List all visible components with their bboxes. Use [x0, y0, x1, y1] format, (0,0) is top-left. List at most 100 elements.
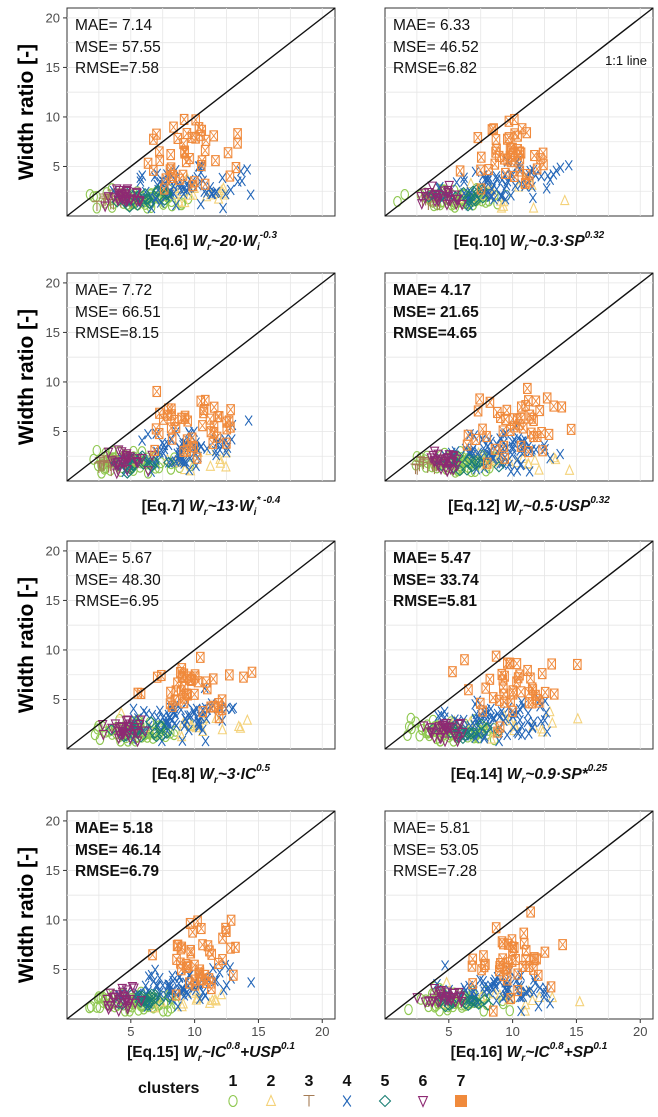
grid	[385, 541, 653, 749]
data-point	[215, 453, 225, 464]
data-point	[500, 452, 509, 464]
data-point	[452, 736, 463, 748]
legend-item-7: 7	[455, 1073, 467, 1107]
data-point	[531, 977, 540, 989]
data-point	[177, 185, 186, 196]
data-point	[476, 164, 485, 176]
x-axis-title: [Eq.14] Wr~0.9·SP*0.25	[451, 763, 608, 786]
data-point	[134, 719, 145, 731]
data-point	[482, 457, 492, 469]
data-point	[236, 165, 245, 177]
data-point	[469, 455, 482, 467]
data-point	[181, 456, 190, 468]
data-point	[93, 462, 104, 473]
data-point	[490, 158, 500, 170]
x-axis-title: [Eq.7] Wr~13·Wi* -0.4	[142, 495, 281, 518]
data-point	[166, 149, 176, 161]
x-tick-label: 10	[187, 1024, 201, 1039]
data-point	[482, 999, 494, 1011]
data-point	[139, 705, 148, 717]
data-point	[457, 186, 470, 199]
x-tick-label: 10	[505, 1024, 519, 1039]
data-point	[559, 194, 570, 206]
data-point	[92, 444, 102, 457]
data-point	[548, 451, 559, 463]
y-tick-label: 5	[53, 692, 60, 707]
y-axis-title: Width ratio [-]	[15, 847, 38, 983]
data-point	[472, 998, 485, 1010]
data-point	[449, 451, 459, 463]
data-point	[142, 193, 154, 205]
y-tick-label: 15	[46, 60, 60, 75]
data-point	[452, 461, 462, 473]
data-point	[138, 435, 147, 446]
data-point	[573, 658, 582, 671]
scatter-points	[90, 651, 257, 748]
data-point	[501, 193, 510, 205]
chart-panel-3: MAE= 7.72 MSE= 66.51 RMSE=8.15 5 10 15 20 [Eq.7…	[46, 272, 336, 518]
data-point	[211, 155, 220, 167]
data-point	[523, 382, 532, 394]
data-point	[506, 466, 515, 477]
data-point	[485, 722, 494, 734]
data-point	[200, 178, 210, 190]
data-point	[475, 697, 485, 709]
data-point	[148, 456, 160, 468]
data-point	[557, 401, 567, 413]
data-point	[438, 456, 449, 468]
data-point	[195, 651, 205, 663]
data-point	[133, 728, 144, 740]
data-point	[546, 998, 555, 1009]
data-point	[204, 996, 215, 1008]
data-point	[149, 133, 158, 145]
data-point	[132, 188, 142, 200]
data-point	[226, 184, 235, 196]
data-point	[229, 969, 238, 981]
data-point	[526, 446, 535, 457]
data-point	[430, 196, 440, 208]
data-point	[513, 985, 522, 997]
data-point	[501, 413, 510, 425]
data-point	[443, 188, 453, 199]
data-point	[107, 723, 117, 735]
data-point	[231, 162, 241, 174]
data-point	[146, 201, 156, 214]
data-point	[132, 736, 143, 748]
data-point	[197, 440, 206, 452]
data-point	[197, 725, 208, 736]
data-point	[499, 715, 508, 727]
data-point	[534, 1000, 543, 1012]
data-point	[110, 458, 120, 470]
data-point	[522, 127, 532, 139]
data-point	[522, 987, 531, 998]
data-point	[435, 733, 446, 745]
data-point	[428, 450, 439, 462]
data-point	[103, 192, 114, 204]
data-point	[121, 450, 132, 462]
data-point	[155, 987, 164, 998]
data-point	[516, 412, 526, 424]
data-point	[572, 712, 583, 724]
stat-mse: MSE= 53.05	[393, 842, 479, 859]
data-point	[542, 392, 552, 404]
data-point	[437, 709, 446, 721]
data-point	[482, 430, 491, 443]
data-point	[519, 938, 529, 950]
data-point	[542, 183, 551, 194]
data-point	[464, 192, 476, 204]
x-tick-label: 5	[127, 1024, 134, 1039]
data-point	[484, 981, 493, 993]
stat-mse: MSE= 66.51	[75, 304, 161, 321]
data-point	[171, 199, 180, 211]
data-point	[436, 986, 447, 997]
data-point	[131, 456, 142, 468]
chart-panel-8: MAE= 5.81 MSE= 53.05 RMSE=7.28 5 10 15 20 [Eq.1…	[384, 810, 654, 1064]
data-point	[558, 939, 567, 951]
data-point	[208, 188, 217, 200]
data-point	[544, 705, 555, 717]
y-tick-label: 20	[46, 813, 60, 828]
data-point	[95, 461, 106, 472]
data-point	[244, 415, 253, 426]
data-point	[429, 732, 440, 744]
data-point	[535, 982, 544, 994]
